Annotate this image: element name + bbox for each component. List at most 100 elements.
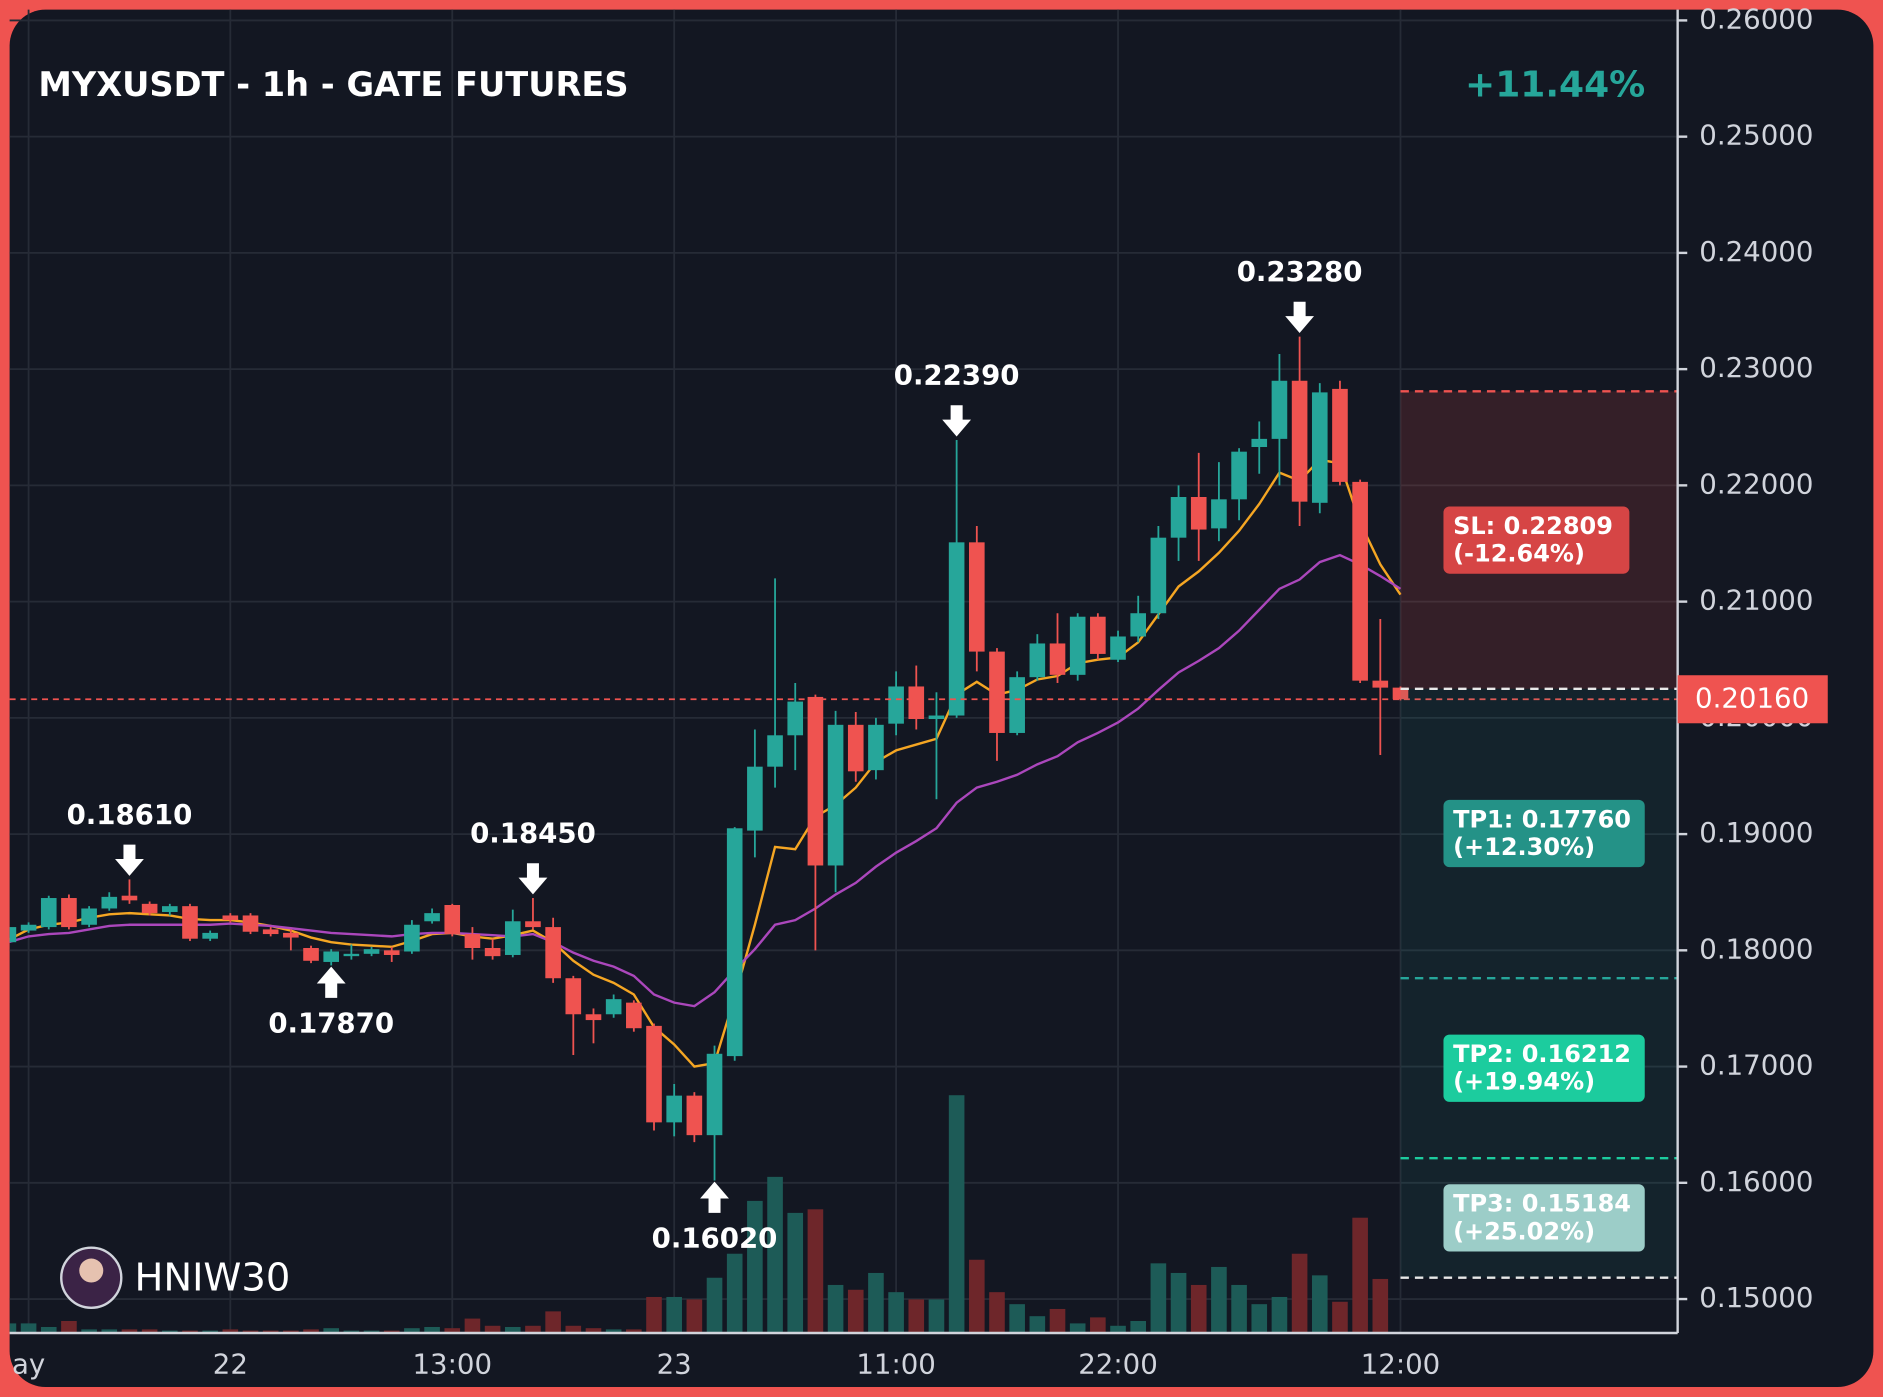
- candle-body: [908, 686, 925, 720]
- annotation-arrow: [700, 1181, 729, 1213]
- volume-bar: [1311, 1275, 1328, 1333]
- volume-bar: [484, 1325, 501, 1333]
- volume-bar: [1291, 1253, 1308, 1333]
- candle-body: [948, 542, 965, 716]
- x-tick-label: 11:00: [856, 1347, 936, 1380]
- candle-body: [242, 915, 259, 932]
- candle-body: [343, 953, 360, 957]
- volume-bar: [303, 1329, 319, 1333]
- y-tick-label: 0.15000: [1699, 1281, 1813, 1314]
- candle-body: [1049, 643, 1066, 675]
- candle-body: [726, 828, 743, 1057]
- volume-bar: [1332, 1301, 1348, 1333]
- volume-bar: [81, 1329, 97, 1333]
- volume-bar: [424, 1326, 440, 1333]
- candle-body: [383, 950, 400, 955]
- candle-body: [545, 927, 561, 979]
- volume-bar: [948, 1095, 965, 1333]
- candle-body: [787, 701, 804, 736]
- candle-body: [807, 696, 824, 866]
- volume-bar: [868, 1272, 884, 1333]
- volume-bar: [605, 1329, 622, 1333]
- volume-bar: [1009, 1304, 1025, 1333]
- candle-body: [1110, 636, 1126, 660]
- candle-body: [1352, 481, 1368, 681]
- annotation-label: 0.18450: [470, 816, 596, 849]
- volume-bar: [9, 1323, 17, 1333]
- candle-body: [1190, 496, 1207, 530]
- volume-bar: [404, 1328, 420, 1333]
- level-change: (+19.94%): [1453, 1068, 1595, 1096]
- candle-body: [1069, 616, 1086, 675]
- volume-bar: [464, 1318, 481, 1333]
- candle-body: [868, 724, 884, 771]
- candle-body: [444, 904, 461, 935]
- volume-bar: [1231, 1284, 1247, 1333]
- volume-bar: [1352, 1217, 1368, 1333]
- volume-bar: [747, 1200, 763, 1333]
- volume-bar: [726, 1253, 743, 1333]
- volume-bar: [787, 1212, 804, 1333]
- candle-body: [1372, 680, 1389, 688]
- volume-bar: [1251, 1304, 1268, 1333]
- volume-bar: [1190, 1284, 1207, 1333]
- volume-bar: [626, 1329, 642, 1333]
- y-tick-label: 0.16000: [1699, 1165, 1813, 1198]
- level-change: (-12.64%): [1453, 539, 1585, 567]
- candle-body: [141, 903, 158, 914]
- annotation-arrow: [518, 863, 548, 895]
- candle-body: [1029, 643, 1046, 678]
- price-label-box: [1677, 675, 1828, 724]
- level-label: TP3: 0.15184: [1453, 1190, 1631, 1218]
- x-tick-label: 12:00: [1361, 1347, 1441, 1380]
- volume-bar: [525, 1325, 541, 1333]
- volume-bar: [1150, 1263, 1167, 1333]
- candle-body: [706, 1053, 723, 1136]
- candle-body: [585, 1014, 602, 1021]
- candle-body: [424, 913, 440, 922]
- candle-body: [747, 766, 763, 831]
- candle-body: [989, 651, 1005, 733]
- annotation-label: 0.22390: [894, 358, 1020, 391]
- volume-bar: [61, 1320, 77, 1333]
- level-box: [1443, 799, 1645, 868]
- volume-bar: [888, 1292, 904, 1333]
- candle-body: [1251, 438, 1268, 448]
- candle-body: [666, 1095, 682, 1123]
- y-tick-label: 0.18000: [1699, 932, 1813, 965]
- level-box: [1443, 1184, 1645, 1252]
- annotation-label: 0.23280: [1237, 255, 1363, 288]
- price-label: 0.20160: [1695, 681, 1809, 714]
- volume-bar: [444, 1328, 461, 1333]
- volume-bar: [20, 1323, 37, 1333]
- volume-bar: [1110, 1325, 1126, 1333]
- candle-body: [9, 927, 17, 943]
- annotation-label: 0.18610: [67, 798, 193, 831]
- x-tick-label: 22: [213, 1347, 248, 1380]
- candle-body: [1332, 388, 1348, 482]
- moving-average: [9, 458, 1402, 1068]
- candle-body: [1231, 451, 1247, 500]
- x-tick-label: ay: [12, 1347, 45, 1380]
- candle-body: [1211, 499, 1227, 529]
- candle-body: [928, 715, 945, 720]
- level-label: TP2: 0.16212: [1453, 1040, 1631, 1068]
- candle-body: [1150, 537, 1167, 614]
- candle-body: [767, 735, 783, 767]
- candle-body: [182, 906, 198, 939]
- candle-body: [61, 898, 77, 928]
- candle-body: [1130, 613, 1147, 637]
- volume-bar: [585, 1328, 602, 1333]
- candle-body: [1271, 380, 1288, 439]
- candle-body: [646, 1025, 662, 1123]
- volume-bar: [1069, 1323, 1086, 1333]
- candle-body: [303, 948, 319, 961]
- overlay: SL: 0.22809(-12.64%) TP1: 0.17760(+12.30%…: [9, 255, 1678, 1279]
- volume-bar: [666, 1296, 682, 1333]
- volume-bar: [222, 1329, 239, 1333]
- watermark: HNIW30: [135, 1256, 291, 1301]
- y-tick-label: 0.22000: [1699, 467, 1813, 500]
- volume-bar: [969, 1259, 985, 1333]
- annotation-label: 0.17870: [268, 1006, 394, 1039]
